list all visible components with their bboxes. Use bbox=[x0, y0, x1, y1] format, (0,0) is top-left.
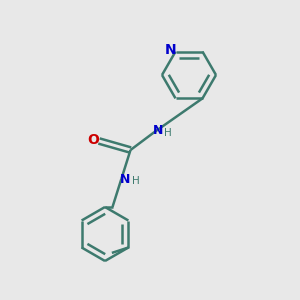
Text: H: H bbox=[164, 128, 172, 139]
Text: N: N bbox=[120, 172, 130, 186]
Text: H: H bbox=[132, 176, 140, 187]
Text: O: O bbox=[88, 133, 100, 146]
Text: N: N bbox=[153, 124, 164, 137]
Text: N: N bbox=[164, 43, 176, 57]
